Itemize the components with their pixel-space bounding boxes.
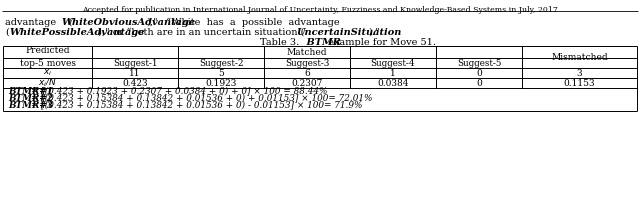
- Text: 0.2307: 0.2307: [291, 78, 323, 88]
- Text: Matched: Matched: [287, 48, 327, 56]
- Text: Suggest-3: Suggest-3: [285, 59, 329, 68]
- Text: BTMR: BTMR: [293, 38, 341, 47]
- Text: 0.1153: 0.1153: [564, 78, 595, 88]
- Text: UncertainSituation: UncertainSituation: [296, 28, 401, 37]
- Text: WhitePossibleAdvantage: WhitePossibleAdvantage: [10, 28, 145, 37]
- Text: Suggest-2: Suggest-2: [199, 59, 243, 68]
- Text: example for Move 51.: example for Move 51.: [325, 38, 436, 47]
- Text: 3: 3: [577, 69, 582, 77]
- Text: Suggest-5: Suggest-5: [457, 59, 501, 68]
- Text: ).”: ).”: [368, 28, 380, 37]
- Text: Predicted
top-5 moves: Predicted top-5 moves: [19, 46, 76, 68]
- Text: BTMR#3: BTMR#3: [8, 101, 53, 110]
- Text: 11: 11: [129, 69, 141, 77]
- Text: 0: 0: [476, 78, 482, 88]
- Text: $x_i$: $x_i$: [43, 68, 52, 78]
- Text: Mismatched: Mismatched: [551, 53, 608, 62]
- Text: 6: 6: [304, 69, 310, 77]
- Text: $x_i$/$N$: $x_i$/$N$: [38, 77, 57, 89]
- Text: 0.1923: 0.1923: [205, 78, 237, 88]
- Text: ),": ),": [146, 18, 157, 27]
- Text: Accepted for publication in International Journal of Uncertainty, Fuzziness and : Accepted for publication in Internationa…: [82, 6, 558, 14]
- Text: Suggest-4: Suggest-4: [371, 59, 415, 68]
- Text: BTMR#1: BTMR#1: [8, 87, 53, 96]
- Text: 0: 0: [476, 69, 482, 77]
- Text: BTMR#2: BTMR#2: [8, 94, 53, 103]
- Text: = [(0.423 + 0.15384 + 0.13842 + 0.01536 + 0) - 0.01153] × 100= 71.9%: = [(0.423 + 0.15384 + 0.13842 + 0.01536 …: [31, 101, 362, 110]
- Text: 5: 5: [218, 69, 224, 77]
- Text: WhiteObviousAdvantage: WhiteObviousAdvantage: [62, 18, 196, 27]
- Text: 0.0384: 0.0384: [377, 78, 409, 88]
- Text: )," or “both are in an uncertain situation (: )," or “both are in an uncertain situati…: [98, 28, 305, 37]
- Text: = [(0.423 + 0.15384 + 0.13842 + 0.01536 + 0) + 0.01153] × 100= 72.01%: = [(0.423 + 0.15384 + 0.13842 + 0.01536 …: [31, 94, 372, 103]
- Text: “White  has  a  possible  advantage: “White has a possible advantage: [160, 18, 340, 27]
- Text: Table 3.: Table 3.: [260, 38, 300, 47]
- Text: advantage    (: advantage (: [5, 18, 72, 27]
- Text: Suggest-1: Suggest-1: [113, 59, 157, 68]
- Text: 0.423: 0.423: [122, 78, 148, 88]
- Text: (: (: [5, 28, 9, 37]
- Text: 1: 1: [390, 69, 396, 77]
- Text: = [(0.423 + 0.1923 + 0.2307 + 0.0384 + 0) + 0] × 100 = 88.44%: = [(0.423 + 0.1923 + 0.2307 + 0.0384 + 0…: [31, 87, 327, 96]
